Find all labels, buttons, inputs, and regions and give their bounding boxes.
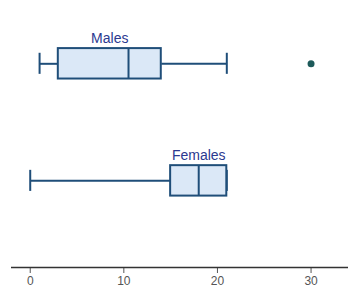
svg-text:Males: Males [91,30,128,46]
svg-text:30: 30 [304,274,318,288]
svg-text:10: 10 [117,274,131,288]
svg-text:Females: Females [172,147,226,163]
svg-text:20: 20 [211,274,225,288]
svg-text:0: 0 [27,274,34,288]
